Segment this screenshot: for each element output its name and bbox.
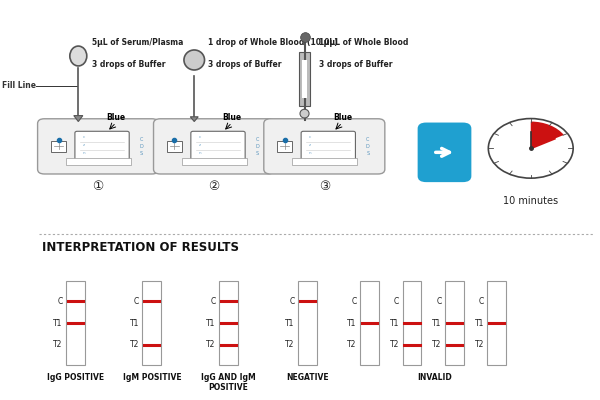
Text: z: z bbox=[83, 143, 85, 147]
Bar bbox=[51, 141, 66, 152]
Wedge shape bbox=[531, 122, 564, 148]
Text: c: c bbox=[83, 135, 85, 139]
Text: S: S bbox=[367, 151, 370, 156]
Bar bbox=[167, 141, 182, 152]
Bar bbox=[299, 52, 310, 106]
Text: z: z bbox=[309, 143, 311, 147]
Text: C: C bbox=[289, 297, 295, 306]
Polygon shape bbox=[190, 117, 198, 122]
Text: ①: ① bbox=[92, 180, 104, 193]
Text: n: n bbox=[83, 152, 85, 156]
Polygon shape bbox=[74, 116, 83, 122]
FancyBboxPatch shape bbox=[38, 119, 158, 174]
Text: C: C bbox=[134, 297, 139, 306]
Text: C: C bbox=[366, 137, 370, 142]
Text: T1: T1 bbox=[285, 319, 295, 328]
Bar bbox=[298, 282, 317, 365]
FancyBboxPatch shape bbox=[154, 119, 275, 174]
Ellipse shape bbox=[70, 46, 87, 66]
Text: IgM POSITIVE: IgM POSITIVE bbox=[122, 373, 181, 382]
Text: C: C bbox=[436, 297, 442, 306]
Text: INTERPRETATION OF RESULTS: INTERPRETATION OF RESULTS bbox=[41, 241, 239, 254]
FancyBboxPatch shape bbox=[301, 131, 355, 162]
Text: c: c bbox=[309, 135, 311, 139]
Text: IgG POSITIVE: IgG POSITIVE bbox=[47, 373, 104, 382]
Text: 3 drops of Buffer: 3 drops of Buffer bbox=[208, 60, 282, 69]
Text: 5μL of Serum/Plasma: 5μL of Serum/Plasma bbox=[92, 38, 184, 47]
Text: Blue: Blue bbox=[107, 113, 126, 122]
Bar bbox=[403, 282, 421, 365]
Text: 10μL of Whole Blood: 10μL of Whole Blood bbox=[319, 38, 408, 47]
Text: S: S bbox=[140, 151, 143, 156]
Text: T2: T2 bbox=[347, 340, 357, 349]
Circle shape bbox=[488, 118, 573, 178]
Ellipse shape bbox=[300, 109, 309, 118]
FancyBboxPatch shape bbox=[418, 122, 472, 182]
FancyBboxPatch shape bbox=[191, 131, 245, 162]
Text: Fill Line: Fill Line bbox=[2, 81, 36, 90]
Text: D: D bbox=[366, 144, 370, 149]
FancyBboxPatch shape bbox=[264, 119, 385, 174]
Text: c: c bbox=[199, 135, 201, 139]
Bar bbox=[219, 282, 238, 365]
Bar bbox=[360, 282, 379, 365]
Text: 3 drops of Buffer: 3 drops of Buffer bbox=[92, 60, 166, 69]
Text: C: C bbox=[394, 297, 399, 306]
Text: T1: T1 bbox=[390, 319, 399, 328]
Text: 3 drops of Buffer: 3 drops of Buffer bbox=[319, 60, 392, 69]
Text: T2: T2 bbox=[206, 340, 215, 349]
Text: T2: T2 bbox=[432, 340, 442, 349]
Text: C: C bbox=[352, 297, 357, 306]
Text: IgG AND IgM
POSITIVE: IgG AND IgM POSITIVE bbox=[201, 373, 256, 392]
Text: T2: T2 bbox=[285, 340, 295, 349]
Text: T1: T1 bbox=[53, 319, 63, 328]
Text: T1: T1 bbox=[130, 319, 139, 328]
Text: T1: T1 bbox=[206, 319, 215, 328]
Text: T1: T1 bbox=[432, 319, 442, 328]
Text: INVALID: INVALID bbox=[417, 373, 452, 382]
Text: 10 minutes: 10 minutes bbox=[503, 196, 559, 206]
Text: T2: T2 bbox=[475, 340, 484, 349]
Text: ③: ③ bbox=[319, 180, 330, 193]
Text: D: D bbox=[256, 144, 259, 149]
Text: D: D bbox=[140, 144, 143, 149]
FancyBboxPatch shape bbox=[75, 131, 129, 162]
Text: z: z bbox=[199, 143, 201, 147]
Bar bbox=[292, 158, 357, 165]
Text: S: S bbox=[256, 151, 259, 156]
Text: C: C bbox=[256, 137, 259, 142]
Bar bbox=[487, 282, 506, 365]
Text: T1: T1 bbox=[347, 319, 357, 328]
Text: Blue: Blue bbox=[223, 113, 242, 122]
Text: T1: T1 bbox=[475, 319, 484, 328]
Text: n: n bbox=[309, 152, 311, 156]
Text: C: C bbox=[140, 137, 143, 142]
Text: T2: T2 bbox=[53, 340, 63, 349]
Bar bbox=[277, 141, 292, 152]
Bar bbox=[445, 282, 464, 365]
Bar bbox=[182, 158, 247, 165]
Text: Blue: Blue bbox=[333, 113, 352, 122]
Text: T2: T2 bbox=[390, 340, 399, 349]
Ellipse shape bbox=[184, 50, 205, 70]
Bar bbox=[66, 158, 131, 165]
Text: n: n bbox=[199, 152, 202, 156]
Text: C: C bbox=[58, 297, 63, 306]
Text: 1 drop of Whole Blood (10 μL): 1 drop of Whole Blood (10 μL) bbox=[208, 38, 338, 47]
Bar bbox=[302, 60, 307, 98]
Text: C: C bbox=[210, 297, 215, 306]
Bar bbox=[66, 282, 85, 365]
Text: T2: T2 bbox=[130, 340, 139, 349]
Text: C: C bbox=[479, 297, 484, 306]
Bar bbox=[142, 282, 161, 365]
Text: ②: ② bbox=[208, 180, 220, 193]
Text: NEGATIVE: NEGATIVE bbox=[286, 373, 329, 382]
